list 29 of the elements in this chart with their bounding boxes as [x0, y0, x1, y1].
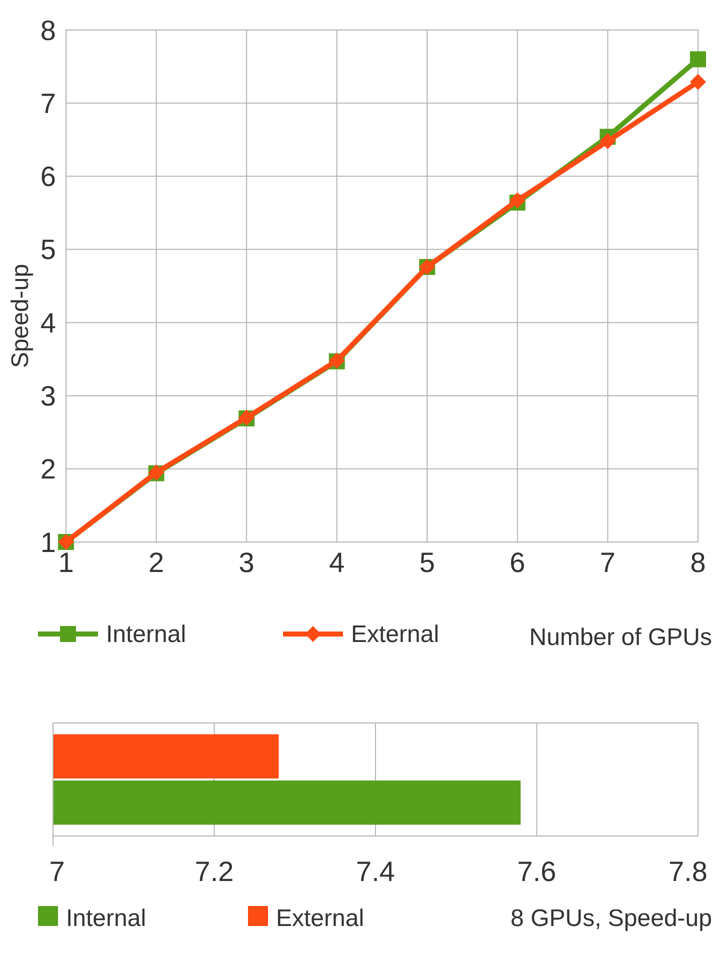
x-tick-label: 7.8: [668, 856, 708, 887]
x-axis-title: 8 GPUs, Speed-up: [510, 905, 712, 932]
x-tick-label: 7.4: [356, 856, 395, 887]
x-tick-label: 3: [238, 547, 254, 578]
point: [600, 133, 616, 150]
y-tick-label: 5: [40, 234, 56, 266]
y-tick-label: 4: [40, 307, 56, 338]
y-tick-label: 2: [40, 454, 56, 485]
x-tick-label: 6: [510, 547, 526, 578]
x-tick-label: 7: [600, 547, 616, 578]
x-axis-title: Number of GPUs: [529, 624, 712, 651]
point: [690, 51, 706, 68]
y-axis-title: Speed-up: [7, 264, 34, 368]
legend-label: Internal: [66, 905, 146, 932]
point: [690, 74, 706, 90]
legend-label: Internal: [106, 621, 186, 648]
y-tick-label: 8: [40, 14, 56, 46]
legend-label: External: [276, 905, 364, 932]
x-tick-label: 7.6: [517, 856, 556, 887]
x-tick-label: 8: [690, 547, 706, 578]
y-tick-label: 1: [40, 526, 56, 558]
y-tick-label: 6: [40, 161, 56, 192]
y-tick-label: 7: [40, 88, 56, 119]
x-tick-label: 5: [419, 547, 435, 578]
x-tick-label: 7.2: [194, 856, 234, 887]
y-tick-label: 3: [40, 380, 56, 412]
x-tick-label: 4: [329, 547, 345, 578]
legend-label: External: [351, 621, 440, 648]
x-tick-label: 2: [148, 547, 164, 578]
